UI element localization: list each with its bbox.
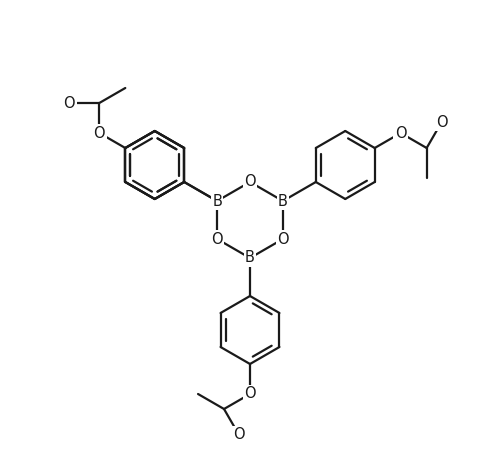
Text: O: O bbox=[277, 231, 288, 247]
Text: O: O bbox=[244, 387, 256, 401]
Text: O: O bbox=[233, 427, 245, 443]
Text: B: B bbox=[212, 194, 222, 208]
Text: O: O bbox=[212, 231, 223, 247]
Text: B: B bbox=[278, 194, 288, 208]
Text: O: O bbox=[64, 96, 75, 110]
Text: O: O bbox=[395, 126, 406, 140]
Text: O: O bbox=[94, 126, 105, 140]
Text: B: B bbox=[245, 250, 255, 266]
Text: O: O bbox=[244, 175, 256, 189]
Text: O: O bbox=[436, 115, 448, 129]
